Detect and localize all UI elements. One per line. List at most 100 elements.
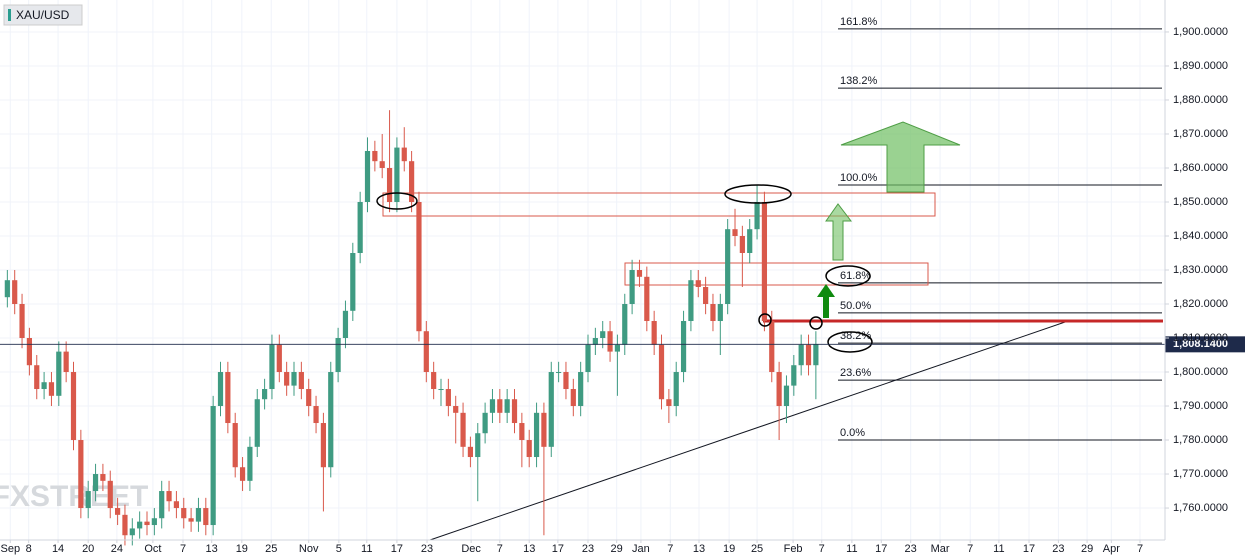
candle-body	[254, 399, 260, 447]
candle-body	[747, 229, 753, 253]
candle-body	[239, 467, 246, 481]
x-tick-label: 20	[82, 543, 94, 555]
candle-body	[445, 389, 451, 407]
candle-body	[137, 521, 143, 529]
x-tick-label: 25	[265, 543, 277, 555]
candle-body	[783, 385, 790, 407]
candle-body	[166, 491, 172, 502]
candle-body	[423, 331, 429, 373]
candle-body	[431, 372, 437, 390]
candle-body	[276, 344, 282, 373]
last-price: 1,808.1400	[0, 336, 1245, 353]
y-tick-label: 1,860.0000	[1173, 162, 1228, 174]
candle-body	[725, 229, 731, 305]
y-tick-label: 1,840.0000	[1173, 230, 1228, 242]
candle-body	[614, 344, 621, 352]
y-tick-label: 1,880.0000	[1173, 94, 1228, 106]
candle-body	[188, 518, 194, 522]
fib-levels: 161.8% 138.2% 100.0% 61.8% 50.0% 38.2% 23.6% 0.…	[838, 16, 1162, 441]
x-tick-label: 17	[552, 543, 564, 555]
candle-body	[313, 406, 319, 424]
candle-body	[717, 304, 723, 322]
up-arrow	[840, 121, 961, 193]
symbol-badge	[3, 4, 83, 26]
candle-body	[181, 508, 187, 519]
fib-label: 61.8%	[840, 270, 871, 282]
candle-body	[12, 280, 18, 305]
x-tick-label: 7	[819, 543, 825, 555]
grid	[0, 0, 1165, 540]
y-tick-label: 1,890.0000	[1173, 60, 1228, 72]
x-tick-label: 11	[993, 543, 1004, 555]
candle-body	[511, 399, 518, 424]
y-tick-label: 1,790.0000	[1173, 400, 1228, 412]
x-tick-label: 7	[667, 543, 673, 555]
x-tick-label: 13	[693, 543, 705, 555]
candle-body	[129, 528, 135, 536]
candle-body	[144, 521, 150, 526]
candle-body	[460, 412, 466, 447]
highlight-ellipse	[825, 265, 871, 287]
candle-body	[151, 518, 157, 526]
candle-body	[805, 344, 812, 366]
candle-body	[754, 201, 760, 230]
candle-body	[401, 147, 407, 162]
candle-body	[107, 480, 113, 509]
candle-body	[26, 338, 33, 366]
resistance-zone	[624, 262, 929, 286]
candle-body	[658, 344, 665, 400]
candle-body	[159, 491, 165, 519]
x-tick-label: 24	[111, 543, 123, 555]
candle-body	[703, 287, 709, 305]
candle-body	[232, 423, 238, 468]
candle-body	[225, 372, 231, 424]
x-tick-label: 17	[875, 543, 887, 555]
candle-body	[350, 252, 356, 311]
candle-body	[48, 382, 55, 396]
axes: 1,760.0000 1,770.0000 1,780.0000 1,790.0000…	[1, 26, 1229, 555]
candle-body	[394, 147, 400, 202]
highlight-circle	[809, 316, 823, 330]
candle-body	[710, 304, 716, 322]
candle-body	[269, 344, 275, 390]
resistance-zone	[382, 192, 936, 217]
x-tick-label: 11	[846, 543, 857, 555]
candle-body	[688, 280, 694, 322]
x-tick-label: 29	[611, 543, 623, 555]
candle-body	[813, 344, 819, 366]
candle-body	[203, 508, 209, 526]
x-tick-label: Dec	[461, 543, 481, 555]
x-tick-label: Sep	[1, 543, 21, 555]
candle-body	[409, 161, 415, 202]
candle-body	[761, 201, 768, 322]
fib-label: 0.0%	[840, 427, 865, 439]
candle-body	[364, 150, 371, 202]
candle-body	[776, 372, 782, 407]
fib-label: 100.0%	[840, 172, 878, 184]
candle-body	[306, 389, 312, 407]
y-tick-label: 1,870.0000	[1173, 128, 1228, 140]
highlight-ellipse	[827, 331, 873, 353]
fib-label: 38.2%	[840, 330, 871, 342]
candle-body	[342, 310, 349, 339]
y-tick-label: 1,830.0000	[1173, 264, 1228, 276]
candle-body	[622, 304, 628, 345]
candle-body	[548, 372, 554, 447]
candle-body	[247, 446, 253, 481]
x-tick-label: 23	[421, 543, 433, 555]
x-tick-label: 11	[361, 543, 372, 555]
candle-body	[379, 161, 385, 168]
up-arrow	[825, 203, 853, 261]
highlight-ellipse	[376, 192, 418, 210]
candles	[4, 110, 819, 546]
candle-body	[644, 276, 650, 322]
fib-label: 23.6%	[840, 367, 871, 379]
candle-body	[651, 321, 657, 345]
candle-body	[210, 406, 216, 526]
fib-label: 138.2%	[840, 75, 878, 87]
candle-body	[19, 304, 25, 339]
symbol-marker	[8, 9, 11, 21]
x-tick-label: 5	[336, 543, 342, 555]
x-tick-label: Oct	[144, 543, 161, 555]
